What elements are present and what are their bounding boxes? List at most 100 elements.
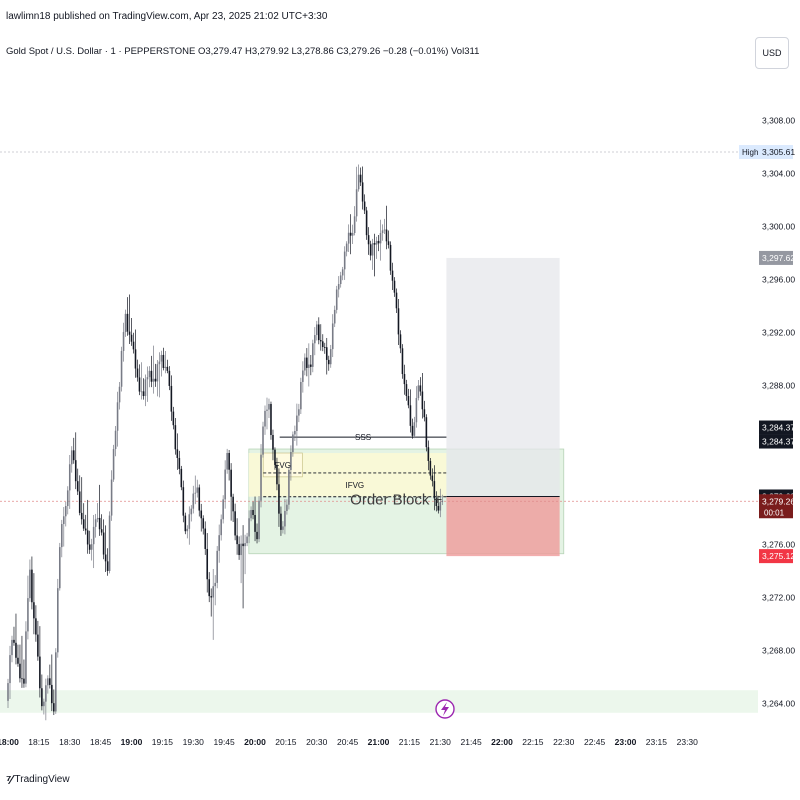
price-axis[interactable]: 3,308.00 3,304.00 3,300.00 3,296.00 3,292.00… — [739, 115, 795, 708]
price-tick: 3,296.00 — [762, 274, 795, 284]
candle — [367, 235, 370, 245]
take-profit-zone — [446, 257, 560, 497]
time-tick: 20:00 — [244, 737, 266, 747]
candle — [148, 370, 151, 378]
fvg-label: FVG — [275, 461, 291, 470]
candle — [331, 323, 334, 350]
price-tick: 3,276.00 — [762, 539, 795, 549]
symbol-info-bar: Gold Spot / U.S. Dollar · 1 · PEPPERSTON… — [6, 46, 480, 57]
candle — [162, 354, 165, 368]
candle — [335, 289, 338, 310]
candle — [154, 378, 157, 382]
candle — [57, 588, 59, 653]
candle — [439, 502, 442, 511]
price-label: 3,275.12 — [762, 551, 795, 561]
time-tick: 18:30 — [59, 737, 81, 747]
candle — [282, 526, 284, 530]
time-tick: 20:45 — [337, 737, 359, 747]
chart-background — [0, 70, 758, 730]
published-caption: lawlimn18 published on TradingView.com, … — [6, 11, 328, 22]
candle — [160, 354, 163, 362]
candle — [248, 518, 250, 537]
candle — [427, 447, 430, 461]
candle — [308, 364, 310, 368]
candle — [419, 385, 422, 392]
candle — [130, 334, 133, 342]
candle — [176, 449, 179, 458]
price-label-bg — [759, 549, 793, 564]
candle — [399, 334, 402, 349]
price-label-bg — [759, 145, 793, 160]
high-tag: High — [742, 148, 758, 157]
candle — [190, 508, 193, 515]
time-tick: 23:30 — [677, 737, 699, 747]
candle — [62, 516, 65, 525]
candle — [37, 634, 39, 657]
candle — [29, 569, 31, 599]
lightning-icon[interactable] — [435, 699, 455, 719]
candle — [304, 357, 306, 371]
candle — [319, 340, 322, 342]
candle — [310, 364, 312, 367]
high-tag-bg — [739, 145, 759, 160]
candle — [298, 409, 300, 416]
candle — [431, 475, 434, 482]
candle — [17, 657, 19, 664]
candle — [272, 434, 274, 450]
candle — [88, 544, 91, 550]
candle — [60, 524, 63, 548]
candle — [76, 481, 79, 492]
candle — [276, 464, 278, 485]
countdown-label: 00:01 — [764, 508, 785, 517]
candle — [55, 652, 57, 712]
price-label: 3,279.26 — [762, 496, 795, 506]
candle — [98, 517, 101, 530]
candle — [349, 232, 352, 236]
candle — [7, 683, 9, 701]
candle — [84, 528, 87, 531]
candle — [256, 531, 258, 540]
candle — [441, 500, 444, 503]
candle — [284, 510, 286, 527]
time-tick: 22:15 — [522, 737, 544, 747]
time-tick: 22:00 — [491, 737, 513, 747]
candle — [228, 453, 230, 470]
candle — [144, 379, 147, 397]
price-tick: 3,288.00 — [762, 380, 795, 390]
candle — [212, 586, 215, 598]
currency-button[interactable]: USD — [755, 37, 789, 69]
time-tick: 21:00 — [368, 737, 390, 747]
candle — [9, 655, 11, 684]
candle — [363, 201, 366, 211]
candle — [232, 496, 234, 512]
candle — [343, 251, 346, 270]
candle — [339, 275, 342, 285]
time-tick: 19:00 — [121, 737, 143, 747]
candle — [218, 535, 220, 551]
time-tick: 18:00 — [0, 737, 19, 747]
candle — [240, 543, 242, 556]
price-label-bg — [759, 494, 793, 519]
candle — [405, 384, 408, 397]
time-tick: 20:30 — [306, 737, 328, 747]
candle — [278, 484, 280, 514]
candle — [31, 569, 33, 603]
candle — [337, 284, 340, 290]
candle — [51, 684, 53, 704]
price-label: 3,284.37 — [762, 437, 795, 447]
candle — [268, 403, 270, 410]
time-tick: 19:45 — [213, 737, 235, 747]
candle — [252, 510, 254, 516]
time-axis[interactable]: 17:3017:4518:0018:1518:3018:4519:0019:15… — [0, 737, 698, 747]
tradingview-logo[interactable]: ⁷∕ TradingView — [6, 772, 70, 787]
candle — [379, 233, 382, 244]
candle — [118, 386, 121, 403]
candle — [371, 243, 374, 256]
candle — [373, 243, 376, 245]
candle — [355, 189, 358, 217]
candle — [266, 409, 268, 411]
candle — [290, 452, 292, 470]
candle — [23, 678, 25, 684]
candle — [395, 292, 398, 309]
